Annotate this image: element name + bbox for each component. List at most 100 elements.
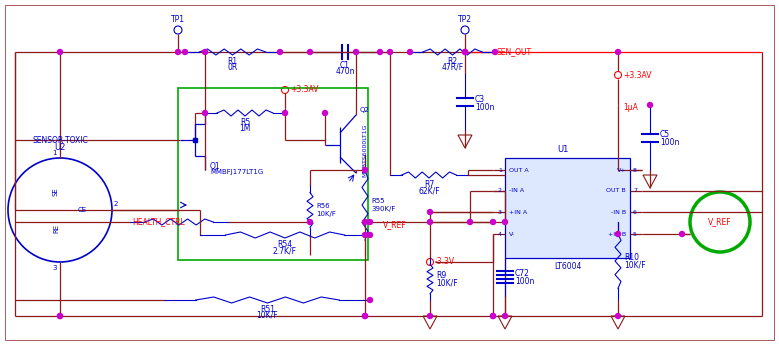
Text: 100n: 100n [475,102,495,111]
Text: +IN A: +IN A [509,209,527,215]
Text: 3: 3 [498,209,502,215]
Text: 470n: 470n [335,67,354,76]
Text: U2: U2 [55,143,65,152]
Text: 47R/F: 47R/F [442,63,464,72]
Text: Q1: Q1 [210,162,220,171]
Circle shape [428,314,432,318]
Circle shape [175,49,181,55]
Text: U1: U1 [558,145,569,154]
Bar [505,158,630,258]
Text: R51: R51 [260,305,275,314]
Circle shape [467,219,473,225]
Text: R55: R55 [371,198,385,204]
Circle shape [182,49,188,55]
Circle shape [362,233,368,237]
Bar [193,138,197,142]
Text: 2: 2 [114,201,118,207]
Text: SEN_OUT: SEN_OUT [497,47,532,56]
Text: C5: C5 [660,130,670,139]
Text: V-: V- [509,231,515,237]
Circle shape [647,102,653,108]
Text: 2.7K/F: 2.7K/F [273,246,297,255]
Text: TP2: TP2 [458,15,472,24]
Text: 8: 8 [633,168,637,172]
Circle shape [502,314,507,318]
Circle shape [387,49,393,55]
Text: HEALTH_CTRL: HEALTH_CTRL [132,217,185,226]
Text: -IN A: -IN A [509,188,524,194]
Text: C1: C1 [340,61,350,70]
Circle shape [492,49,498,55]
Circle shape [368,233,372,237]
Text: RE: RE [53,224,59,233]
Text: 1: 1 [52,150,57,156]
Text: 10K/F: 10K/F [436,278,457,287]
Circle shape [308,219,312,225]
Text: CE: CE [78,207,87,213]
Text: +3.3AV: +3.3AV [623,70,651,79]
Circle shape [491,219,495,225]
Text: 100n: 100n [660,138,679,147]
Text: 10K/F: 10K/F [624,260,646,269]
Text: 10K/F: 10K/F [316,211,336,217]
Text: -IN B: -IN B [611,209,626,215]
Text: 5: 5 [633,231,637,237]
Text: SE: SE [53,188,59,196]
Text: LT6004: LT6004 [554,262,581,271]
Text: 3: 3 [52,265,57,271]
Text: MMBTS6000LT1G: MMBTS6000LT1G [362,123,367,177]
Text: R5: R5 [240,118,250,127]
Text: R54: R54 [277,240,293,249]
Text: 390K/F: 390K/F [371,206,396,212]
Circle shape [308,49,312,55]
Text: MMBFJ177LT1G: MMBFJ177LT1G [210,169,263,175]
Text: V_REF: V_REF [383,220,407,229]
Circle shape [354,49,358,55]
Text: Q2: Q2 [360,107,370,113]
Text: 1M: 1M [239,124,251,133]
Text: +IN B: +IN B [608,231,626,237]
Text: -3.3V: -3.3V [435,257,455,266]
Text: R56: R56 [316,203,330,209]
Text: V_REF: V_REF [708,217,731,227]
Circle shape [428,219,432,225]
Bar [178,88,368,260]
Text: R2: R2 [447,57,457,66]
Circle shape [203,110,207,116]
Text: 1: 1 [498,168,502,172]
Circle shape [407,49,413,55]
Text: OUT A: OUT A [509,168,529,172]
Circle shape [428,209,432,215]
Circle shape [615,231,621,237]
Text: 2: 2 [498,188,502,194]
Circle shape [378,49,382,55]
Circle shape [362,219,368,225]
Text: 7: 7 [633,188,637,194]
Circle shape [203,49,207,55]
Circle shape [277,49,283,55]
Text: +3.3AV: +3.3AV [290,86,319,95]
Text: 4: 4 [498,231,502,237]
Circle shape [679,231,685,237]
Circle shape [58,314,62,318]
Text: 10K/F: 10K/F [257,311,278,320]
Text: 6: 6 [633,209,637,215]
Text: C3: C3 [475,95,485,103]
Circle shape [323,110,327,116]
Text: 100n: 100n [515,277,534,286]
Text: 1μA: 1μA [623,104,638,112]
Text: C72: C72 [515,269,530,278]
Circle shape [58,49,62,55]
Text: OUT B: OUT B [606,188,626,194]
Circle shape [58,314,62,318]
Text: TP1: TP1 [171,15,185,24]
Circle shape [283,110,287,116]
Text: R10: R10 [624,253,639,262]
Circle shape [463,49,467,55]
Text: 62K/F: 62K/F [418,186,440,195]
Circle shape [491,314,495,318]
Circle shape [615,314,621,318]
Circle shape [615,49,621,55]
Text: R7: R7 [424,180,434,189]
Circle shape [502,219,507,225]
